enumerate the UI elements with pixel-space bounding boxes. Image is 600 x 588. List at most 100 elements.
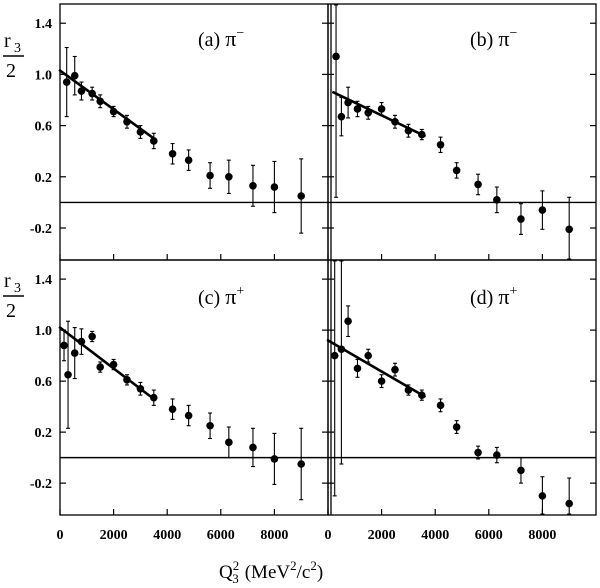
data-point bbox=[184, 156, 193, 164]
data-point bbox=[168, 149, 177, 158]
data-point bbox=[123, 117, 131, 126]
data-point bbox=[96, 363, 104, 371]
data-point bbox=[337, 112, 346, 121]
data-point bbox=[517, 466, 525, 475]
y-axis-label-subscript: 3 bbox=[14, 41, 21, 56]
data-point bbox=[391, 365, 399, 374]
data-point bbox=[344, 98, 352, 107]
data-point bbox=[436, 141, 445, 149]
x-axis-label-units-tail: /c bbox=[297, 562, 311, 583]
data-point bbox=[249, 181, 257, 190]
data-point bbox=[364, 351, 373, 360]
panel-c: 1.4 1.0 0.6 0.2 -0.2 0 2000 4000 6000 8000 (c) π+ bbox=[30, 259, 329, 543]
data-point bbox=[404, 126, 413, 135]
data-point bbox=[77, 337, 86, 346]
data-point bbox=[404, 386, 413, 394]
data-point bbox=[565, 499, 573, 508]
y-tick-label: 0.2 bbox=[35, 171, 53, 186]
data-point bbox=[353, 364, 362, 373]
data-point bbox=[377, 105, 386, 113]
data-point bbox=[344, 317, 352, 326]
data-point bbox=[249, 443, 257, 452]
panel-b: (b) π− bbox=[327, 3, 597, 261]
y-axis-label-denominator: 2 bbox=[6, 300, 16, 322]
y-axis-label-numerator: r bbox=[4, 270, 11, 292]
y-axis-label-denominator: 2 bbox=[6, 60, 16, 82]
data-point bbox=[474, 180, 482, 189]
y-axis-label-bottom: r 3 2 bbox=[3, 270, 24, 322]
data-point bbox=[297, 460, 306, 468]
data-point bbox=[391, 117, 399, 126]
y-tick-label: -0.2 bbox=[30, 477, 52, 492]
y-tick-label: 0.6 bbox=[35, 120, 53, 135]
x-tick-label: 0 bbox=[57, 528, 64, 543]
data-point bbox=[64, 370, 72, 379]
data-point bbox=[206, 421, 214, 430]
fit-line bbox=[58, 69, 156, 140]
data-point bbox=[270, 455, 279, 463]
panel-a: 1.4 1.0 0.6 0.2 -0.2 (a) π− bbox=[30, 3, 329, 261]
panel-label-tag: (a) bbox=[198, 29, 225, 51]
x-axis-label-q-sup: 2 bbox=[233, 558, 240, 573]
x-axis-label-close: ) bbox=[317, 562, 323, 583]
y-tick-label: 1.0 bbox=[35, 324, 53, 339]
plot-frame bbox=[327, 259, 597, 516]
data-point bbox=[493, 451, 501, 459]
data-point bbox=[77, 87, 86, 95]
data-point bbox=[88, 332, 96, 341]
panel-label-charge: − bbox=[509, 26, 517, 41]
y-tick-label: 1.4 bbox=[35, 17, 53, 32]
data-point bbox=[538, 206, 547, 214]
panel-label-tag: (d) bbox=[470, 287, 498, 309]
data-point bbox=[206, 171, 214, 180]
y-tick-label: -0.2 bbox=[30, 222, 52, 237]
data-point bbox=[136, 384, 145, 393]
data-point bbox=[538, 492, 547, 500]
y-tick-label: 0.6 bbox=[35, 375, 53, 390]
panel-label-charge: − bbox=[236, 26, 244, 41]
x-axis-label-units: (MeV bbox=[245, 562, 291, 583]
data-point bbox=[297, 192, 306, 200]
data-point bbox=[150, 137, 158, 145]
data-point bbox=[225, 438, 233, 447]
x-tick-label: 2000 bbox=[100, 528, 128, 543]
data-point bbox=[62, 78, 71, 86]
x-axis-label-q: Q bbox=[219, 562, 233, 583]
x-axis-label-units-tail-sup: 2 bbox=[310, 558, 317, 573]
x-tick-label: 0 bbox=[325, 528, 332, 543]
plot-frame bbox=[327, 3, 597, 261]
data-point bbox=[123, 376, 131, 384]
panel-label-particle: π bbox=[498, 284, 509, 309]
data-point bbox=[418, 130, 426, 139]
x-tick-label: 6000 bbox=[207, 528, 235, 543]
x-tick-label: 4000 bbox=[421, 528, 449, 543]
panel-label: (d) π+ bbox=[470, 284, 517, 309]
data-point bbox=[96, 97, 104, 106]
y-tick-label: 0.2 bbox=[35, 426, 53, 441]
x-tick-label: 4000 bbox=[153, 528, 181, 543]
x-tick-label: 8000 bbox=[260, 528, 288, 543]
data-point bbox=[337, 345, 346, 354]
y-axis-label-subscript: 3 bbox=[14, 281, 21, 296]
data-point bbox=[418, 391, 426, 399]
panels: 1.41.00.60.2-0.2(a) π− (b) π−1.41.00.60.2… bbox=[30, 3, 597, 543]
data-point bbox=[88, 89, 96, 98]
data-point bbox=[168, 405, 177, 413]
data-point bbox=[452, 423, 461, 431]
data-point bbox=[70, 71, 79, 80]
data-point bbox=[109, 107, 118, 116]
data-point bbox=[270, 183, 279, 191]
y-axis-label-top: r 3 2 bbox=[3, 30, 24, 82]
data-point bbox=[150, 393, 158, 402]
data-point bbox=[353, 105, 362, 113]
panel-label-tag: (c) bbox=[198, 287, 225, 309]
data-point bbox=[330, 351, 339, 360]
data-point bbox=[474, 448, 482, 457]
data-point bbox=[452, 166, 461, 175]
x-axis-label-q-sub: 3 bbox=[232, 571, 239, 586]
data-point bbox=[332, 52, 340, 61]
panel-label-particle: π bbox=[225, 26, 236, 51]
panel-label-particle: π bbox=[498, 26, 509, 51]
data-point bbox=[565, 225, 573, 234]
